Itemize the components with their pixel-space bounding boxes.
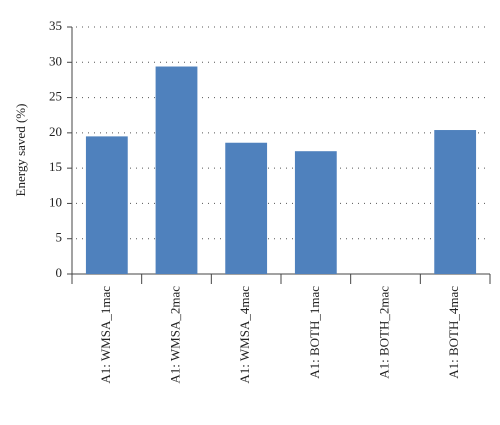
y-tick-label: 10 <box>49 194 62 209</box>
y-tick-label: 20 <box>49 124 62 139</box>
x-tick-label: A1: WMSA_2mac <box>167 286 182 384</box>
bar <box>85 136 128 274</box>
y-tick-label: 25 <box>49 89 62 104</box>
bar <box>225 142 268 274</box>
y-tick-label: 15 <box>49 159 62 174</box>
y-tick-label: 0 <box>56 265 63 280</box>
x-tick-label: A1: BOTH_4mac <box>446 286 461 379</box>
bar <box>155 66 198 275</box>
x-tick-label: A1: BOTH_2mac <box>376 286 391 379</box>
y-axis-label: Energy saved (%) <box>13 104 28 197</box>
bar <box>434 130 477 274</box>
x-tick-label: A1: WMSA_4mac <box>237 286 252 384</box>
bar <box>294 151 337 274</box>
y-tick-label: 30 <box>49 53 62 68</box>
y-tick-label: 5 <box>56 230 63 245</box>
x-tick-label: A1: BOTH_1mac <box>307 286 322 379</box>
x-tick-label: A1: WMSA_1mac <box>98 286 113 384</box>
y-tick-label: 35 <box>49 18 62 33</box>
